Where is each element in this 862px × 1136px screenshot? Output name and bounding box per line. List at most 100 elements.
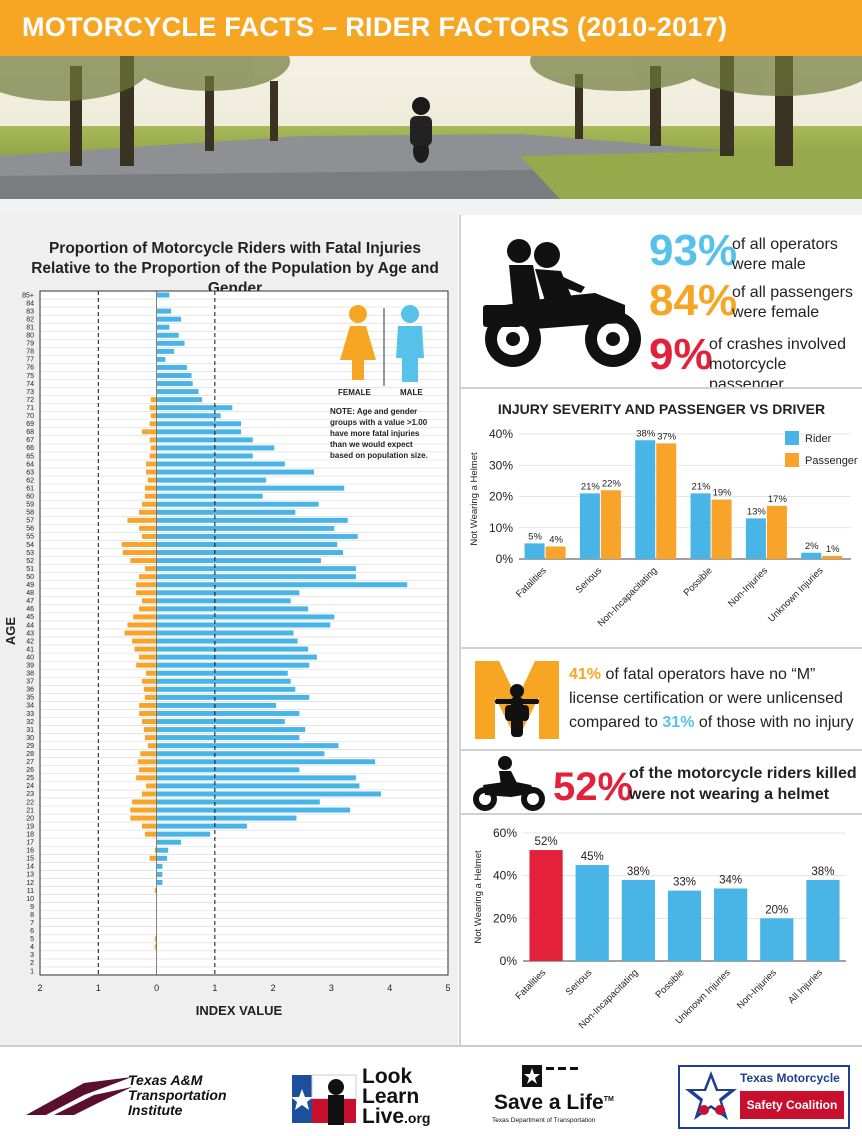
note-line: than we would expect [330,440,413,449]
male-bar [156,405,233,411]
male-bar [156,871,163,877]
page-title: MOTORCYCLE FACTS – RIDER FACTORS (2010-2… [22,12,728,42]
male-bar [156,389,199,395]
severity-y-axis-label: Not Wearing a Helmet [469,452,480,546]
female-bar [144,735,157,741]
female-bar [136,590,157,596]
helmet-category-label: Serious [564,967,595,998]
helmet-bar [760,918,794,961]
save-a-life-logo: Save a LifeTM Texas Department of Transp… [490,1065,630,1127]
severity-category-label: Fatalities [514,565,549,600]
age-tick-label: 52 [26,558,34,565]
male-bar [156,622,331,628]
female-bar [142,598,157,604]
female-bar [154,944,157,950]
severity-chart-panel: INJURY SEVERITY AND PASSENGER VS DRIVER … [461,389,862,647]
age-tick-label: 65 [26,453,34,460]
age-tick-label: 77 [26,357,34,364]
age-tick-label: 13 [26,872,34,879]
age-tick-label: 49 [26,582,34,589]
age-tick-label: 81 [26,325,34,332]
x-tick-label: 1 [96,983,101,993]
x-tick-label: 2 [37,983,42,993]
age-tick-label: 69 [26,421,34,428]
age-plot-border [39,290,449,976]
txdot-text: Texas Department of Transportation [492,1117,596,1124]
age-tick-label: 7 [30,920,34,927]
male-bar [156,525,335,531]
age-tick-label: 21 [26,807,34,814]
severity-y-tick: 0% [496,552,514,566]
age-tick-label: 11 [27,888,34,895]
male-bar [156,469,314,475]
license-text1: of fatal operators have no “M” [601,666,816,683]
female-bar [142,533,157,539]
age-tick-label: 15 [26,856,34,863]
motorcycle-rider-icon [473,756,545,811]
tti-logo: Texas A&M Transportation Institute [24,1072,254,1118]
male-bar [156,517,348,523]
severity-category-label: Non-Incapacitating [596,565,660,629]
male-bar [156,348,175,354]
legend-rider-swatch [785,431,799,445]
female-legend-label: FEMALE [338,388,371,397]
severity-y-tick: 40% [489,427,513,441]
age-tick-label: 37 [26,679,34,686]
male-bar [156,477,267,483]
male-bar [156,356,166,362]
tmsc-line1: Texas Motorcycle [740,1071,840,1085]
female-bar [139,710,157,716]
male-bar [156,815,297,821]
divider [461,749,862,751]
tmsc-line2: Safety Coalition [740,1091,844,1119]
age-tick-label: 75 [26,373,34,380]
female-bar [144,485,157,491]
rider-bar [579,493,600,559]
tti-swoosh-icon [26,1077,132,1115]
age-tick-label: 44 [26,622,34,629]
age-tick-label: 8 [30,912,34,919]
helmet-category-label: All Injuries [786,967,825,1006]
age-tick-label: 38 [26,671,34,678]
tti-line: Texas A&M [128,1072,203,1088]
age-tick-label: 6 [30,928,34,935]
gender-legend: FEMALE MALE NOTE: Age and gender groups … [328,300,440,490]
age-tick-label: 26 [26,767,34,774]
female-bar [154,847,157,853]
male-bar [156,453,253,459]
male-bar [156,413,221,419]
license-text3: compared to [569,714,663,731]
helmet-bar [529,850,563,961]
legend-passenger-label: Passenger [805,455,858,467]
helmet-data-label: 38% [811,866,834,878]
male-bar [156,686,296,692]
age-tick-label: 14 [26,864,34,871]
male-bar [156,799,320,805]
female-bar [146,783,157,789]
female-bar [139,509,157,515]
severity-chart-title: INJURY SEVERITY AND PASSENGER VS DRIVER [497,401,826,417]
female-bar [143,686,157,692]
age-tick-label: 23 [26,791,34,798]
female-bar [139,606,157,612]
age-tick-label: 3 [30,952,34,959]
helmet-data-label: 52% [535,836,558,848]
legend-passenger-swatch [785,453,799,467]
x-tick-label: 2 [271,983,276,993]
male-bar [156,759,376,765]
male-bar [156,340,185,346]
note-line: based on population size. [330,451,428,460]
age-tick-label: 22 [26,799,34,806]
male-bar [156,550,344,556]
age-tick-label: 73 [26,389,34,396]
male-bar [156,533,358,539]
severity-data-label: 13% [747,506,767,517]
age-tick-label: 40 [26,654,34,661]
age-tick-label: 68 [26,429,34,436]
male-bar [156,654,317,660]
female-bar [136,775,157,781]
female-bar [144,566,157,572]
rider-bar [801,552,822,559]
severity-data-label: 37% [657,431,677,442]
